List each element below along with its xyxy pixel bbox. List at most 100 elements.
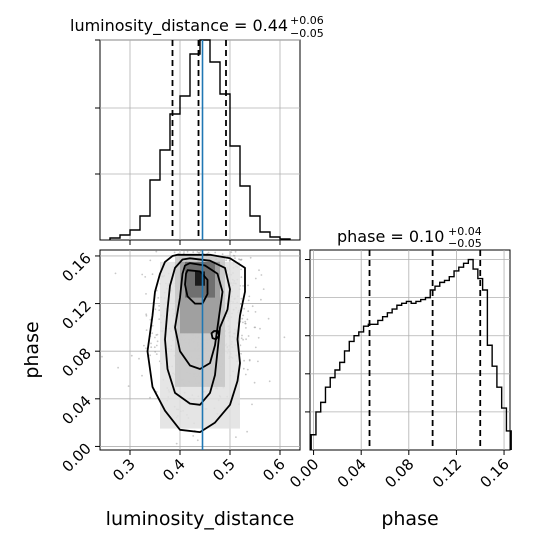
scatter-point xyxy=(254,277,257,280)
scatter-point xyxy=(245,327,247,329)
scatter-point xyxy=(158,305,161,307)
scatter-point xyxy=(145,314,148,317)
scatter-point xyxy=(240,268,243,271)
scatter-point xyxy=(175,442,178,445)
scatter-point xyxy=(240,297,243,300)
phase-y-tick-label: 0.04 xyxy=(58,392,94,428)
scatter-point xyxy=(241,317,244,320)
phase-y-tick-label: 0.12 xyxy=(58,297,94,333)
scatter-point xyxy=(117,366,119,369)
scatter-point xyxy=(247,284,249,287)
scatter-point xyxy=(260,274,263,276)
scatter-point xyxy=(242,285,245,287)
scatter-point xyxy=(225,259,228,262)
scatter-point xyxy=(235,436,237,438)
scatter-point xyxy=(155,250,158,253)
scatter-point xyxy=(238,258,240,261)
scatter-point xyxy=(150,342,152,345)
phase-histogram-panel xyxy=(305,249,512,455)
scatter-point xyxy=(198,252,201,254)
phase-title: phase = 0.10 xyxy=(337,227,444,246)
phase-histogram-ticks xyxy=(305,259,505,455)
density-contours xyxy=(146,253,246,433)
density-contour-inner xyxy=(174,262,224,370)
luminosity-distance-title-minus: −0.05 xyxy=(290,27,324,40)
scatter-point xyxy=(253,326,256,329)
scatter-point xyxy=(245,338,248,341)
scatter-point xyxy=(150,346,153,349)
scatter-point xyxy=(241,334,243,337)
luminosity-distance-quantile-lines xyxy=(171,40,227,240)
density-contour-outer xyxy=(146,253,246,433)
scatter-point xyxy=(244,373,247,376)
scatter-point xyxy=(242,321,244,324)
luminosity-distance-x-tick-label: 0.6 xyxy=(259,455,289,485)
scatter-point xyxy=(243,307,246,310)
scatter-point xyxy=(239,303,242,305)
scatter-point xyxy=(246,318,249,321)
scatter-point xyxy=(144,276,147,278)
density-cell xyxy=(195,271,205,286)
scatter-point xyxy=(151,273,154,276)
luminosity-distance-histogram-ticks xyxy=(95,39,281,245)
scatter-point xyxy=(141,374,143,377)
scatter-point xyxy=(234,257,236,259)
phase-x-tick-label: 0.12 xyxy=(429,455,465,491)
density-panel xyxy=(95,249,301,455)
scatter-point xyxy=(248,358,251,361)
luminosity-distance-title-plus: +0.06 xyxy=(290,14,324,27)
scatter-point xyxy=(240,352,242,355)
luminosity-distance-x-tick-label: 0.3 xyxy=(109,455,139,485)
x-axis-label-phase: phase xyxy=(381,508,438,530)
scatter-point xyxy=(248,295,251,298)
scatter-point xyxy=(251,305,254,308)
scatter-point xyxy=(155,289,158,292)
scatter-point xyxy=(145,329,148,331)
scatter-point xyxy=(247,299,250,302)
scatter-point xyxy=(244,322,247,325)
scatter-point xyxy=(156,333,159,336)
scatter-point xyxy=(114,272,117,275)
phase-x-tick-label: 0.04 xyxy=(334,455,370,491)
scatter-point xyxy=(243,359,246,362)
scatter-point xyxy=(192,435,195,437)
scatter-point xyxy=(183,251,185,253)
scatter-point xyxy=(138,357,140,360)
scatter-point xyxy=(149,396,151,399)
scatter-point xyxy=(233,255,236,257)
scatter-point xyxy=(154,336,156,339)
luminosity-distance-histogram-panel xyxy=(95,39,301,245)
phase-y-tick-label: 0.08 xyxy=(58,344,94,380)
phase-quantile-lines xyxy=(368,250,482,450)
scatter-point xyxy=(230,251,233,254)
scatter-point xyxy=(258,269,260,272)
phase-title-plus: +0.04 xyxy=(448,225,482,238)
phase-x-tick-label: 0.00 xyxy=(286,455,322,491)
luminosity-distance-histogram-steps xyxy=(109,39,291,240)
scatter-point xyxy=(247,335,250,337)
scatter-point xyxy=(253,381,256,384)
scatter-point xyxy=(149,354,152,357)
luminosity-distance-histogram-frame xyxy=(99,39,301,241)
phase-histogram-frame xyxy=(309,249,511,451)
scatter-point xyxy=(207,251,210,254)
scatter-point xyxy=(149,318,152,321)
scatter-point xyxy=(246,368,249,371)
scatter-point xyxy=(254,311,257,313)
scatter-point xyxy=(192,251,195,254)
scatter-point xyxy=(186,250,189,253)
scatter-point xyxy=(247,310,250,313)
scatter-point xyxy=(242,314,245,317)
scatter-point xyxy=(155,344,158,347)
scatter-point xyxy=(240,276,243,279)
y-axis-label-phase: phase xyxy=(21,321,43,378)
scatter-point xyxy=(251,403,253,406)
density-cells xyxy=(160,255,240,429)
scatter-point xyxy=(267,317,270,320)
phase-x-tick-label: 0.08 xyxy=(381,455,417,491)
scatter-point xyxy=(240,337,243,340)
phase-y-tick-label: 0.00 xyxy=(58,440,94,476)
scatter-point xyxy=(156,340,159,343)
scatter-point xyxy=(151,324,154,327)
